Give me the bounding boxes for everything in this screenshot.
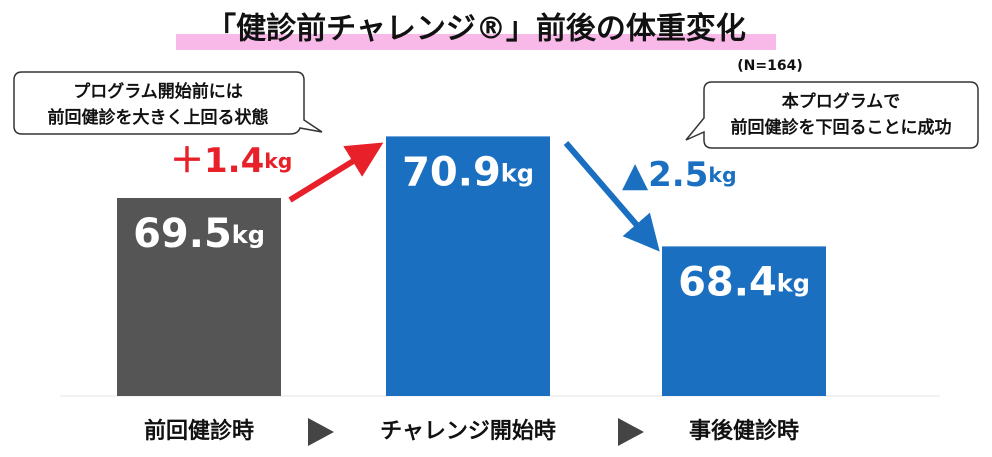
- bar: [662, 246, 826, 396]
- callout-right: [685, 81, 979, 149]
- x-tick-label: 前回健診時: [144, 418, 254, 444]
- chart-title: 「健診前チャレンジ®」前後の体重変化: [206, 12, 746, 47]
- value-label: 70.9kg: [402, 149, 534, 195]
- separator: [618, 418, 644, 446]
- callout-text: プログラム開始前には: [73, 81, 243, 102]
- value-label: 68.4kg: [678, 259, 810, 305]
- change-label: ▲2.5kg: [622, 155, 737, 195]
- x-tick-label: 事後健診時: [689, 418, 799, 444]
- callout-text: 前回健診を下回ることに成功: [731, 117, 952, 138]
- callout-left: [13, 71, 323, 135]
- callout-text: 前回健診を大きく上回る状態: [48, 107, 269, 128]
- bar: [117, 198, 281, 396]
- arrow-down: [563, 141, 660, 252]
- x-tick-label: チャレンジ開始時: [380, 418, 556, 444]
- separator: [308, 418, 334, 446]
- callout-text: 本プログラムで: [782, 91, 901, 112]
- change-label: ＋1.4kg: [170, 141, 292, 181]
- title-highlight: [176, 34, 776, 50]
- value-label: 69.5kg: [133, 211, 265, 257]
- bar: [386, 136, 550, 396]
- arrow-up: [288, 142, 384, 203]
- subtitle: (N=164): [737, 58, 802, 74]
